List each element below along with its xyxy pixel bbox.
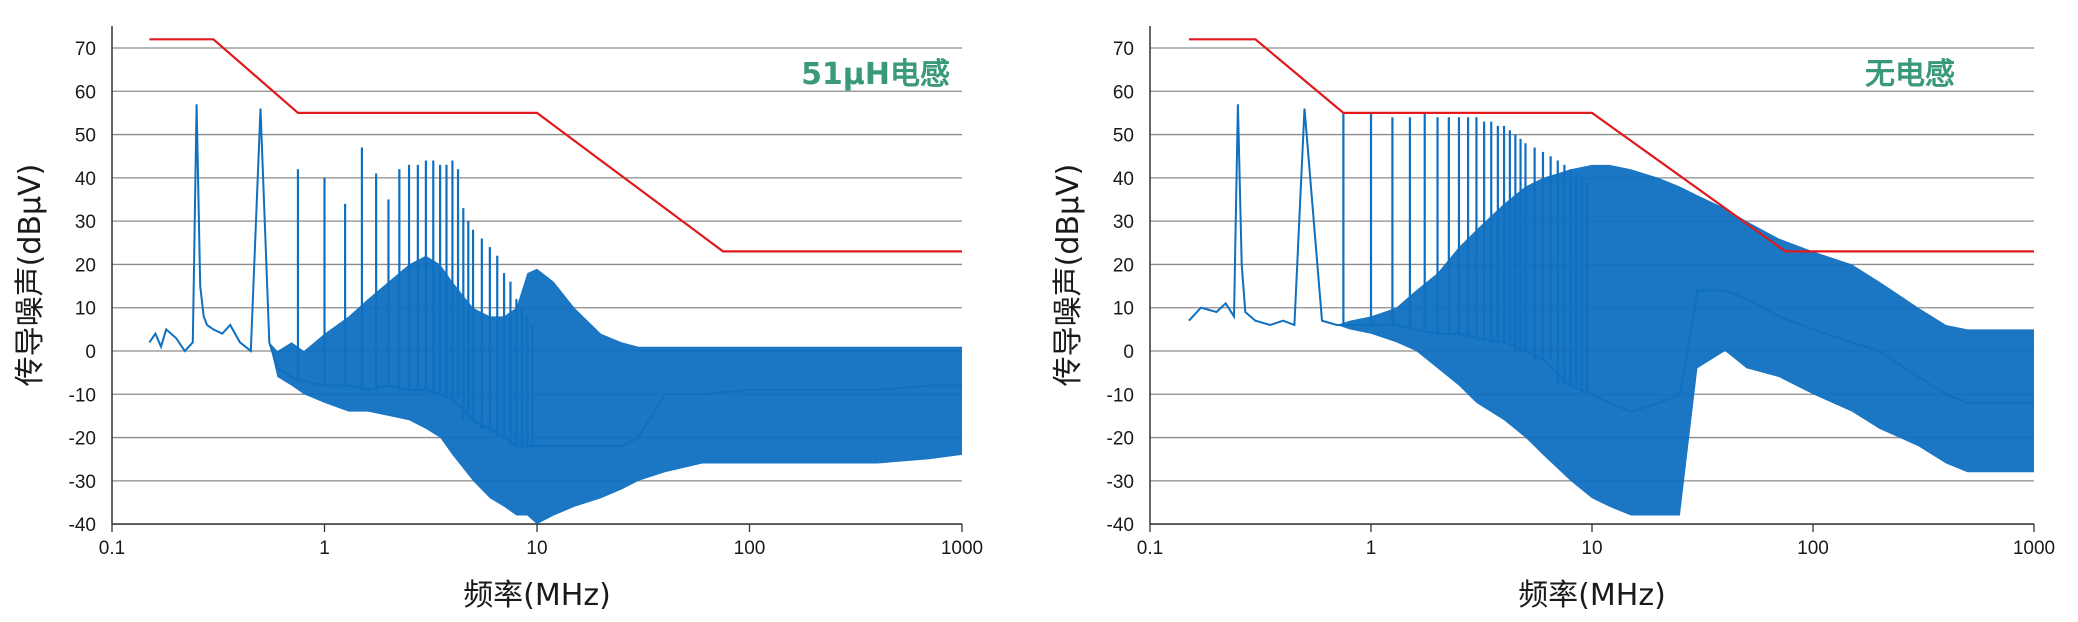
- y-tick-label: -20: [69, 429, 96, 450]
- y-tick-label: 70: [1113, 39, 1134, 60]
- x-tick-label: 1: [319, 538, 330, 559]
- y-tick-label: 50: [75, 126, 96, 147]
- y-tick-label: -30: [69, 472, 96, 493]
- y-tick-label: 0: [85, 342, 96, 363]
- noise-envelope: [1188, 104, 2034, 516]
- limit-line: [1188, 38, 2034, 253]
- y-tick-label: 20: [1113, 255, 1134, 276]
- y-tick-label: -40: [1107, 515, 1134, 536]
- noise-trace: [148, 104, 962, 448]
- x-tick-label: 100: [734, 538, 766, 559]
- y-tick-label: -40: [69, 515, 96, 536]
- chart-annotation: 无电感: [1865, 57, 1955, 92]
- y-tick-label: 40: [1113, 169, 1134, 190]
- y-tick-label: -20: [1107, 429, 1134, 450]
- chart-annotation: 51μH电感: [801, 57, 950, 92]
- y-tick-label: -30: [1107, 472, 1134, 493]
- y-tick-label: 20: [75, 255, 96, 276]
- x-tick-label: 100: [1797, 538, 1829, 559]
- y-axis-label: 传导噪声(dBμV): [1051, 164, 1086, 387]
- y-tick-label: -10: [1107, 385, 1134, 406]
- x-tick-label: 10: [526, 538, 547, 559]
- x-tick-label: 1000: [941, 538, 983, 559]
- y-tick-label: 70: [75, 39, 96, 60]
- noise-envelope: [149, 104, 962, 525]
- y-tick-label: 0: [1123, 342, 1134, 363]
- x-tick-label: 1: [1366, 538, 1377, 559]
- y-tick-label: -10: [69, 385, 96, 406]
- y-tick-label: 50: [1113, 126, 1134, 147]
- y-axis-label: 传导噪声(dBμV): [13, 164, 48, 387]
- x-axis-label: 频率(MHz): [463, 578, 611, 613]
- y-tick-label: 40: [75, 169, 96, 190]
- x-tick-label: 0.1: [99, 538, 125, 559]
- x-tick-label: 1000: [2013, 538, 2055, 559]
- y-tick-label: 60: [75, 82, 96, 103]
- y-tick-label: 30: [75, 212, 96, 233]
- x-tick-label: 0.1: [1137, 538, 1163, 559]
- x-axis-label: 频率(MHz): [1518, 578, 1666, 613]
- x-tick-label: 10: [1581, 538, 1602, 559]
- y-tick-label: 60: [1113, 82, 1134, 103]
- y-tick-label: 10: [75, 299, 96, 320]
- y-tick-label: 10: [1113, 299, 1134, 320]
- y-tick-label: 30: [1113, 212, 1134, 233]
- limit-line: [149, 38, 962, 253]
